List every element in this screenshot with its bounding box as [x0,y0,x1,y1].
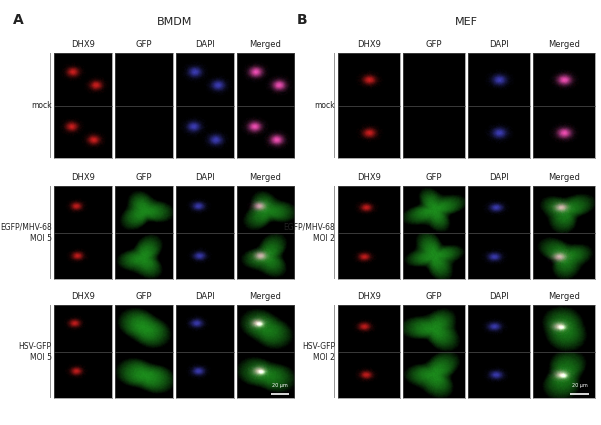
Text: DAPI: DAPI [195,40,215,48]
Text: DHX9: DHX9 [71,40,95,48]
Text: DHX9: DHX9 [357,292,380,301]
Text: GFP: GFP [136,292,152,301]
Text: DAPI: DAPI [489,40,509,48]
Text: HSV-GFP
MOI 2: HSV-GFP MOI 2 [302,342,335,362]
Text: DHX9: DHX9 [71,292,95,301]
Text: DAPI: DAPI [489,292,509,301]
Text: Merged: Merged [548,292,580,301]
Text: 20 μm: 20 μm [272,382,288,388]
Text: MEF: MEF [455,17,478,27]
Text: DAPI: DAPI [195,173,215,182]
Text: 20 μm: 20 μm [572,382,587,388]
Text: BMDM: BMDM [157,17,192,27]
Text: DAPI: DAPI [489,173,509,182]
Text: HSV-GFP
MOI 5: HSV-GFP MOI 5 [19,342,52,362]
Text: Merged: Merged [249,292,281,301]
Text: DHX9: DHX9 [71,173,95,182]
Text: GFP: GFP [426,40,442,48]
Text: GFP: GFP [426,292,442,301]
Text: Merged: Merged [548,40,580,48]
Text: Merged: Merged [249,40,281,48]
Text: mock: mock [31,101,52,110]
Text: GFP: GFP [426,173,442,182]
Text: Merged: Merged [548,173,580,182]
Text: GFP: GFP [136,173,152,182]
Text: GFP: GFP [136,40,152,48]
Text: DAPI: DAPI [195,292,215,301]
Text: DHX9: DHX9 [357,40,380,48]
Text: DHX9: DHX9 [357,173,380,182]
Text: B: B [297,13,308,27]
Text: EGFP/MHV-68
MOI 5: EGFP/MHV-68 MOI 5 [0,223,52,243]
Text: Merged: Merged [249,173,281,182]
Text: mock: mock [315,101,335,110]
Text: A: A [13,13,24,27]
Text: EGFP/MHV-68
MOI 2: EGFP/MHV-68 MOI 2 [284,223,335,243]
